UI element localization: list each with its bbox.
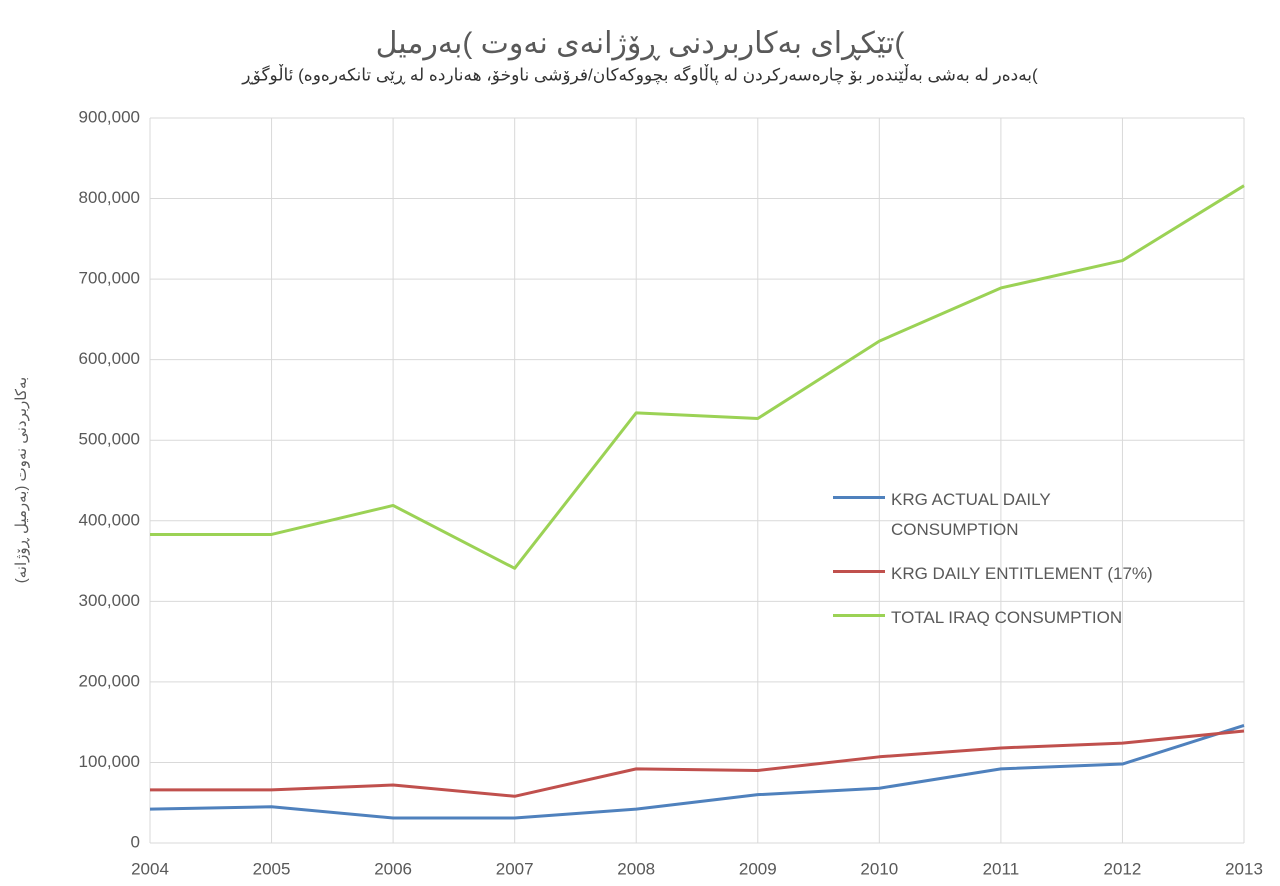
y-tick-label: 500,000 — [79, 430, 140, 449]
y-tick-label: 900,000 — [79, 107, 140, 126]
legend-label: TOTAL IRAQ CONSUMPTION — [891, 608, 1123, 627]
legend-swatch — [833, 496, 885, 499]
legend-label: KRG ACTUAL DAILY CONSUMPTION — [891, 490, 1051, 539]
x-tick-label: 2009 — [739, 859, 777, 878]
y-tick-label: 800,000 — [79, 188, 140, 207]
x-tick-label: 2010 — [860, 859, 898, 878]
x-tick-label: 2008 — [617, 859, 655, 878]
chart-subtitle: بەدەر لە بەشی بەڵێندەر بۆ چارەسەرکردن لە… — [241, 63, 1038, 85]
legend-swatch — [833, 614, 885, 617]
y-tick-label: 600,000 — [79, 349, 140, 368]
series-line — [150, 729, 1245, 798]
x-tick-label: 2011 — [983, 859, 1020, 878]
series-line — [149, 723, 1245, 820]
x-tick-label: 2006 — [374, 859, 412, 878]
y-tick-label: 200,000 — [79, 671, 140, 690]
y-axis-label: بەکاربردنی نەوت (بەرمیل ڕۆژانە) — [13, 377, 30, 583]
series-line — [150, 184, 1245, 570]
legend: KRG ACTUAL DAILY CONSUMPTION KRG DAILY EN… — [833, 485, 1173, 647]
x-tick-label: 2012 — [1104, 859, 1142, 878]
y-tick-label: 100,000 — [79, 752, 140, 771]
x-tick-label: 2005 — [253, 859, 291, 878]
chart-title: تێکڕای بەکاربردنی ڕۆژانەی نەوت )بەرمیل( — [376, 27, 905, 61]
y-tick-label: 400,000 — [79, 510, 140, 529]
legend-label: KRG DAILY ENTITLEMENT (17%) — [891, 564, 1153, 583]
y-tick-label: 700,000 — [79, 269, 140, 288]
x-tick-label: 2013 — [1225, 859, 1263, 878]
x-tick-label: 2007 — [496, 859, 534, 878]
legend-swatch — [833, 570, 885, 573]
legend-item: KRG DAILY ENTITLEMENT (17%) — [833, 559, 1173, 589]
y-tick-label: 300,000 — [79, 591, 140, 610]
legend-item: TOTAL IRAQ CONSUMPTION — [833, 603, 1173, 633]
x-tick-label: 2004 — [131, 859, 169, 878]
y-tick-label: 0 — [131, 832, 140, 851]
legend-item: KRG ACTUAL DAILY CONSUMPTION — [833, 485, 1173, 545]
